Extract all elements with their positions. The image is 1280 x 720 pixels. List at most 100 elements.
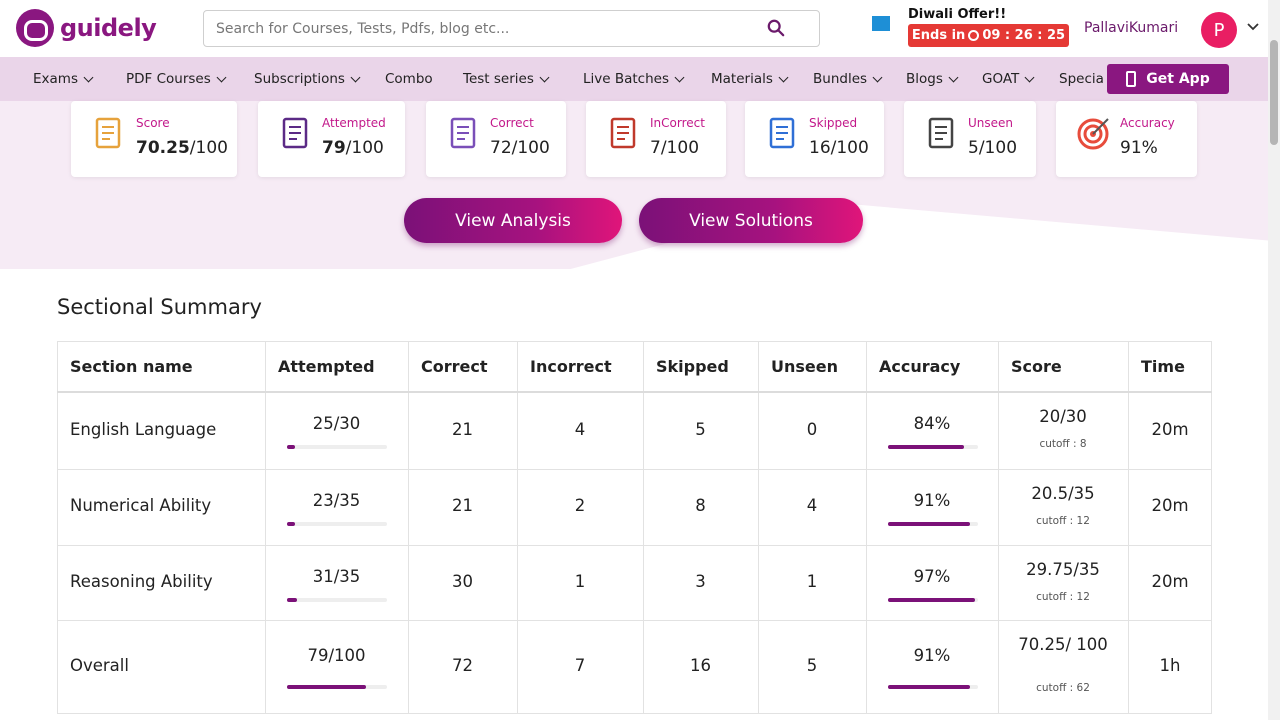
accuracy-progress-track — [888, 598, 978, 602]
unseen-value: 1 — [806, 571, 818, 591]
accuracy-value: 91% — [913, 491, 951, 510]
chevron-down-icon — [216, 72, 227, 82]
chevron-down-icon — [350, 72, 361, 82]
unseen-value: 4 — [806, 496, 818, 515]
nav-item-label: Exams — [33, 71, 78, 87]
section-name: Numerical Ability — [70, 496, 212, 515]
attempted-value: 31/35 — [312, 567, 361, 586]
unseen-value: 0 — [806, 419, 818, 439]
attempted-progress-track — [287, 598, 387, 602]
nav-item-goat[interactable]: GOAT — [982, 71, 1035, 87]
nav-item-label: Blogs — [906, 71, 943, 87]
chevron-down-icon — [674, 72, 685, 82]
skipped-list-icon — [769, 117, 795, 149]
chevron-down-icon — [778, 72, 789, 82]
nav-item-live-batches[interactable]: Live Batches — [583, 71, 685, 87]
table-header-attempted: Attempted — [278, 357, 375, 376]
table-column-divider — [517, 341, 518, 714]
table-row-divider — [57, 469, 1212, 470]
correct-sheet-icon — [450, 117, 476, 149]
nav-item-exams[interactable]: Exams — [33, 71, 94, 87]
section-name: Reasoning Ability — [70, 571, 213, 591]
accuracy-progress-fill — [888, 445, 964, 449]
nav-item-specia[interactable]: Specia — [1059, 71, 1104, 87]
nav-item-label: Live Batches — [583, 71, 670, 87]
table-column-divider — [866, 341, 867, 714]
attempted-progress-fill — [287, 598, 297, 602]
table-header-unseen: Unseen — [771, 357, 838, 376]
stat-value-total: /100 — [189, 138, 228, 158]
stat-label: Accuracy — [1120, 116, 1175, 130]
attempted-progress-track — [287, 522, 387, 526]
stat-value: 7/100 — [650, 138, 699, 158]
nav-item-pdf-courses[interactable]: PDF Courses — [126, 71, 227, 87]
search-input[interactable] — [216, 20, 756, 37]
correct-value: 72 — [452, 656, 473, 675]
attempted-value: 23/35 — [312, 491, 361, 510]
stat-value-number: 91% — [1120, 138, 1158, 158]
stat-value-total: /100 — [830, 138, 869, 158]
incorrect-sheet-icon — [610, 117, 636, 149]
nav-item-blogs[interactable]: Blogs — [906, 71, 959, 87]
avatar[interactable]: P — [1201, 12, 1237, 48]
offer-flag-icon — [872, 16, 890, 31]
unseen-value: 5 — [806, 656, 818, 675]
stat-value: 70.25/100 — [136, 138, 228, 158]
nav-item-materials[interactable]: Materials — [711, 71, 789, 87]
table-border — [57, 341, 1212, 714]
table-header-divider — [57, 391, 1212, 393]
stat-value-total: /100 — [345, 138, 384, 158]
stat-value-total: /100 — [511, 138, 550, 158]
table-header-score: Score — [1011, 357, 1062, 376]
user-name[interactable]: PallaviKumari — [1084, 20, 1179, 36]
cutoff-value: cutoff : 12 — [1036, 591, 1090, 603]
accuracy-value: 84% — [913, 414, 951, 433]
chevron-down-icon — [539, 72, 550, 82]
stat-label: Unseen — [968, 116, 1014, 130]
offer-title: Diwali Offer!! — [908, 7, 1007, 22]
offer-timer-badge[interactable]: Ends in 09 : 26 : 25 — [908, 24, 1069, 47]
page-scrollbar[interactable] — [1268, 0, 1280, 720]
unseen-sheet-icon — [928, 117, 954, 149]
stat-label: Score — [136, 116, 170, 130]
search-icon[interactable] — [767, 19, 785, 37]
attempted-clipboard-icon — [282, 117, 308, 149]
brand-logo[interactable]: guidely — [16, 9, 157, 47]
nav-item-label: GOAT — [982, 71, 1020, 87]
correct-value: 30 — [452, 571, 473, 591]
nav-item-bundles[interactable]: Bundles — [813, 71, 883, 87]
stat-value-total: /100 — [978, 138, 1018, 158]
view-analysis-button[interactable]: View Analysis — [404, 198, 622, 243]
view-solutions-button[interactable]: View Solutions — [639, 198, 863, 243]
table-row-divider — [57, 545, 1212, 546]
table-column-divider — [408, 341, 409, 714]
cutoff-value: cutoff : 8 — [1039, 438, 1087, 450]
attempted-progress-track — [287, 685, 387, 689]
score-value: 20.5/35 — [1031, 484, 1095, 503]
accuracy-progress-fill — [888, 522, 970, 526]
nav-item-combo[interactable]: Combo — [385, 71, 433, 87]
stat-value: 91% — [1120, 138, 1158, 158]
table-header-correct: Correct — [421, 357, 488, 376]
nav-item-test-series[interactable]: Test series — [463, 71, 550, 87]
table-header-skipped: Skipped — [656, 357, 729, 376]
table-column-divider — [758, 341, 759, 714]
incorrect-value: 4 — [574, 419, 586, 439]
time-value: 20m — [1151, 419, 1189, 439]
stat-value: 79/100 — [322, 138, 384, 158]
stat-value: 16/100 — [809, 138, 869, 158]
table-column-divider — [998, 341, 999, 714]
get-app-button[interactable]: Get App — [1107, 64, 1229, 94]
nav-item-subscriptions[interactable]: Subscriptions — [254, 71, 361, 87]
skipped-value: 16 — [690, 656, 711, 675]
nav-item-label: Combo — [385, 71, 433, 87]
stat-card-unseen: Unseen 5/100 — [904, 101, 1036, 177]
clock-icon — [968, 30, 980, 41]
chevron-down-icon[interactable] — [1246, 20, 1260, 34]
skipped-value: 3 — [695, 571, 706, 591]
stat-label: Correct — [490, 116, 534, 130]
stat-value-total: /100 — [660, 138, 700, 158]
score-value: 20/30 — [1039, 407, 1087, 426]
scrollbar-thumb[interactable] — [1270, 40, 1278, 145]
cutoff-value: cutoff : 62 — [1036, 682, 1090, 694]
